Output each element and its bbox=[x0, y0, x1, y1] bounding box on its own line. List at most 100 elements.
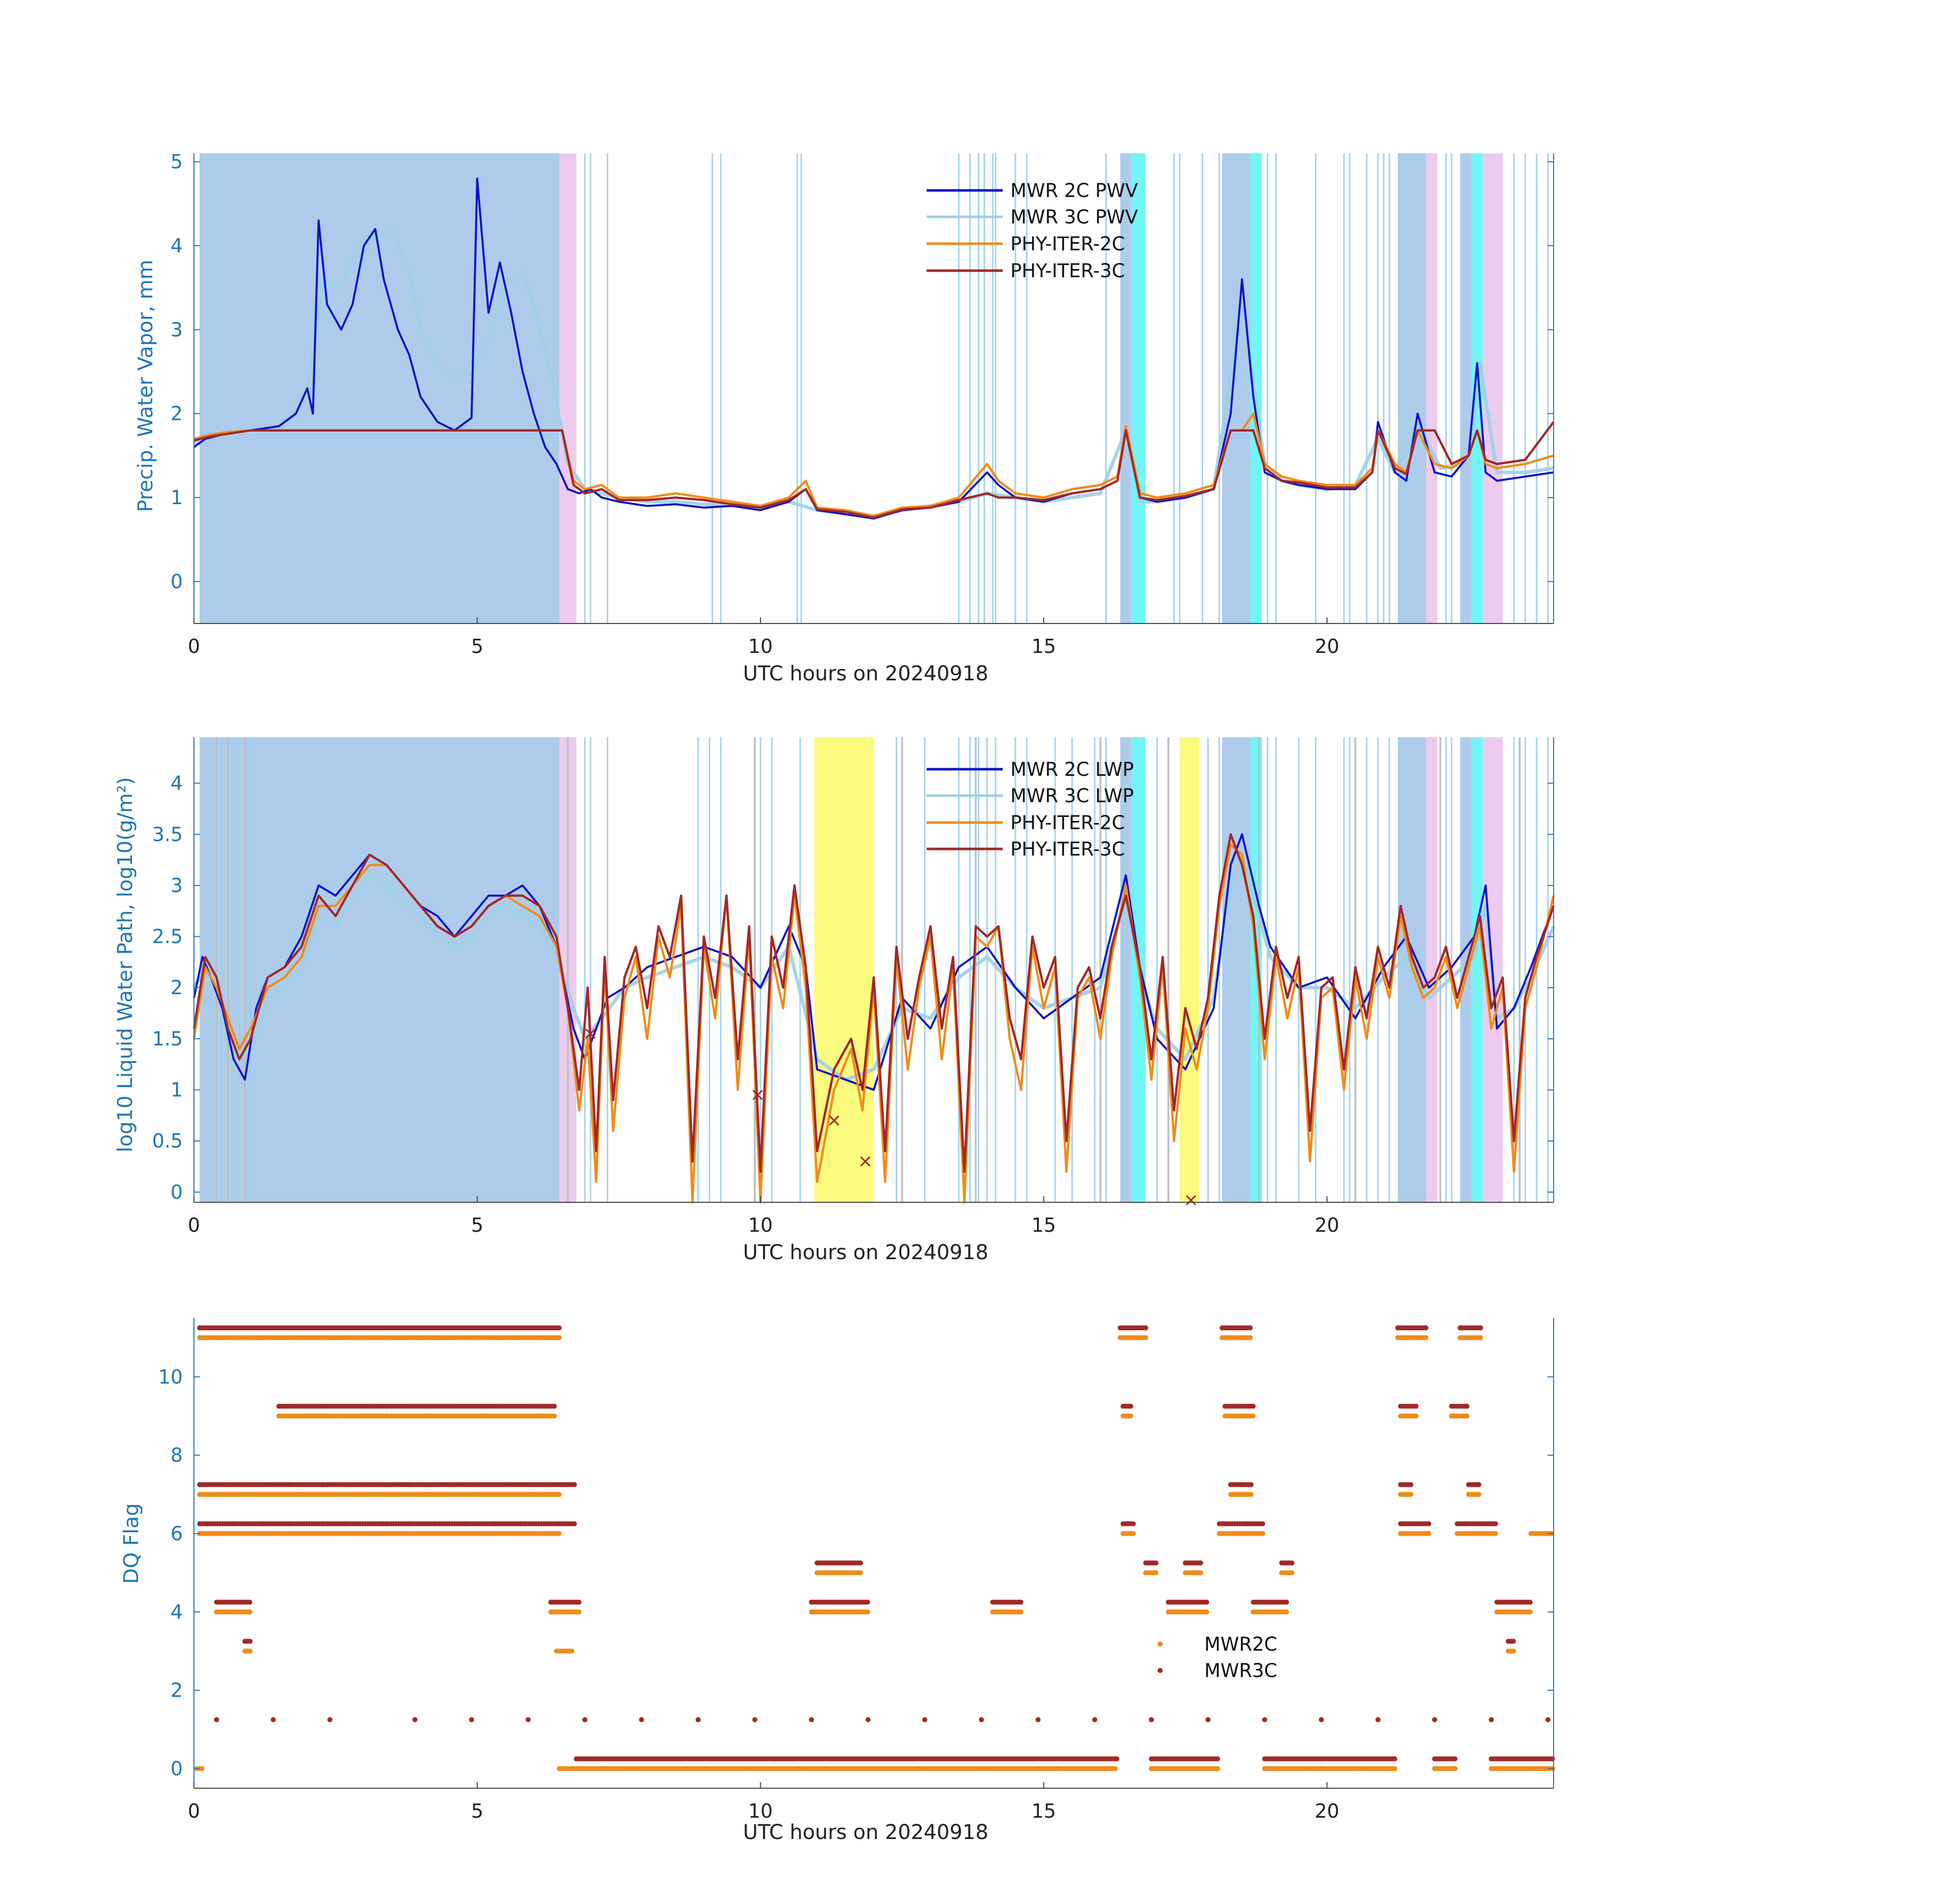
lwp-legend: MWR 2C LWP MWR 3C LWP PHY-ITER-2C PHY-IT… bbox=[927, 759, 1134, 860]
pwv-y-tick-label: 3 bbox=[171, 318, 183, 341]
pwv-y-axis-label: Precip. Water Vapor, mm bbox=[134, 260, 157, 512]
lwp-y-tick-label: 0 bbox=[171, 1181, 183, 1203]
lwp-legend-label-phy3c: PHY-ITER-3C bbox=[1010, 838, 1125, 860]
lwp-x-marker bbox=[585, 1028, 596, 1039]
dqflag-point-flag3c bbox=[1247, 1325, 1253, 1331]
pwv-legend-label-mwr2c: MWR 2C PWV bbox=[1010, 180, 1138, 202]
pwv-shade-band-pink bbox=[1483, 153, 1503, 623]
lwp-y-tick-label: 4 bbox=[171, 772, 183, 795]
dqflag-point-flag3c bbox=[1289, 1560, 1295, 1566]
dqflag-point-flag3c bbox=[1143, 1325, 1148, 1331]
dqflag-point-flag3c bbox=[1392, 1756, 1397, 1762]
pwv-legend-item-mwr3c: MWR 3C PWV bbox=[927, 206, 1138, 228]
lwp-x-tick-label: 15 bbox=[1032, 1214, 1056, 1236]
lwp-series-phy3c bbox=[192, 833, 1555, 1173]
pwv-x-tick-label: 10 bbox=[748, 635, 773, 658]
dqflag-ticks: 0 5 10 15 20 0 2 4 6 8 10 bbox=[158, 1366, 1554, 1822]
dqflag-point-flag3c bbox=[1476, 1482, 1482, 1487]
pwv-x-tick-label: 15 bbox=[1032, 635, 1056, 658]
dqflag-point-flag2c bbox=[1215, 1766, 1221, 1771]
pwv-legend-item-phy3c: PHY-ITER-3C bbox=[927, 260, 1125, 282]
dqflag-point-flag2c bbox=[1476, 1492, 1482, 1497]
pwv-y-tick-label: 1 bbox=[171, 486, 183, 509]
dqflag-point-flag3c bbox=[214, 1717, 219, 1722]
dqflag-series-flag3c bbox=[197, 1325, 1555, 1762]
lwp-legend-item-mwr3c: MWR 3C LWP bbox=[927, 785, 1134, 807]
pwv-series-phy3c bbox=[193, 421, 1555, 519]
dqflag-point-flag3c bbox=[469, 1717, 474, 1722]
lwp-x-marker-stroke bbox=[860, 1156, 871, 1167]
dqflag-point-flag3c bbox=[1260, 1521, 1265, 1527]
dqflag-point-flag2c bbox=[858, 1570, 863, 1575]
pwv-legend-label-mwr3c: MWR 3C PWV bbox=[1010, 206, 1138, 228]
dqflag-legend: MWR2C MWR3C bbox=[1158, 1633, 1277, 1682]
dqflag-point-flag3c bbox=[572, 1521, 577, 1527]
pwv-shade-band-blue bbox=[1398, 153, 1426, 623]
pwv-shade-band-pink bbox=[559, 153, 577, 623]
dqflag-point-flag3c bbox=[1148, 1717, 1154, 1722]
pwv-shade-band-blue bbox=[200, 153, 559, 623]
lwp-y-tick-label: 2.5 bbox=[152, 926, 183, 948]
dqflag-point-flag3c bbox=[1432, 1717, 1437, 1722]
lwp-shade-band-blue bbox=[1120, 737, 1132, 1202]
dqflag-point-flag2c bbox=[1143, 1335, 1148, 1340]
dqflag-point-flag2c bbox=[1198, 1570, 1203, 1575]
lwp-y-axis-label: log10 Liquid Water Path, log10(g/m²) bbox=[114, 777, 137, 1152]
lwp-panel: 0 5 10 15 20 0 0.5 1 1.5 2 2.5 3 3.5 4 UTC hours on 2… bbox=[114, 737, 1556, 1264]
pwv-shade-band-blue bbox=[1460, 153, 1472, 623]
pwv-y-tick-label: 5 bbox=[171, 151, 183, 173]
lwp-shade-band-blue bbox=[1222, 737, 1251, 1202]
dqflag-point-flag2c bbox=[1493, 1531, 1498, 1536]
dq-x-tick-label: 20 bbox=[1314, 1800, 1339, 1822]
dqflag-point-flag3c bbox=[1114, 1756, 1120, 1762]
lwp-y-tick-label: 1 bbox=[171, 1079, 183, 1101]
dqflag-point-flag2c bbox=[576, 1609, 582, 1615]
lwp-legend-item-mwr2c: MWR 2C LWP bbox=[927, 759, 1134, 780]
lwp-legend-label-mwr3c: MWR 3C LWP bbox=[1010, 785, 1134, 807]
dqflag-point-flag3c bbox=[271, 1717, 276, 1722]
dqflag-point-flag3c bbox=[979, 1717, 984, 1722]
lwp-x-tick-label: 0 bbox=[188, 1214, 200, 1236]
dqflag-point-flag3c bbox=[576, 1599, 582, 1605]
dqflag-point-flag3c bbox=[1205, 1717, 1211, 1722]
dqflag-point-flag2c bbox=[556, 1531, 562, 1536]
lwp-legend-item-phy3c: PHY-ITER-3C bbox=[927, 838, 1125, 860]
dqflag-legend-marker-mwr2c bbox=[1158, 1642, 1163, 1647]
dqflag-point-flag2c bbox=[569, 1648, 575, 1654]
lwp-x-marker bbox=[860, 1156, 871, 1167]
dqflag-point-flag3c bbox=[1204, 1599, 1209, 1605]
dqflag-point-flag2c bbox=[1426, 1531, 1431, 1536]
dqflag-point-flag2c bbox=[1128, 1413, 1133, 1419]
dqflag-point-flag3c bbox=[1413, 1403, 1419, 1409]
dqflag-point-flag3c bbox=[582, 1717, 587, 1722]
dqflag-point-flag3c bbox=[247, 1638, 253, 1644]
lwp-x-tick-label: 10 bbox=[748, 1214, 773, 1236]
dqflag-point-flag2c bbox=[1204, 1609, 1209, 1615]
dqflag-point-flag3c bbox=[858, 1560, 863, 1566]
pwv-legend-item-phy2c: PHY-ITER-2C bbox=[927, 233, 1125, 255]
dqflag-point-flag3c bbox=[1510, 1638, 1516, 1644]
dqflag-point-flag3c bbox=[1018, 1599, 1024, 1605]
dqflag-point-flag3c bbox=[1283, 1599, 1289, 1605]
dqflag-point-flag3c bbox=[551, 1403, 557, 1409]
lwp-y-tick-label: 1.5 bbox=[152, 1028, 183, 1050]
dqflag-point-flag2c bbox=[1478, 1335, 1484, 1340]
dqflag-point-flag2c bbox=[1392, 1766, 1397, 1771]
pwv-legend-label-phy2c: PHY-ITER-2C bbox=[1010, 233, 1125, 255]
dq-y-tick-label: 10 bbox=[158, 1366, 183, 1388]
lwp-x-marker-stroke bbox=[752, 1090, 763, 1100]
lwp-x-marker-stroke bbox=[585, 1028, 596, 1039]
dqflag-point-flag2c bbox=[1289, 1570, 1295, 1575]
dqflag-point-flag3c bbox=[1426, 1521, 1431, 1527]
dqflag-point-flag3c bbox=[525, 1717, 531, 1722]
dqflag-point-flag3c bbox=[1128, 1403, 1133, 1409]
dq-y-tick-label: 8 bbox=[171, 1444, 183, 1466]
dq-y-tick-label: 2 bbox=[171, 1679, 183, 1701]
dqflag-point-flag2c bbox=[1510, 1648, 1516, 1654]
dqflag-point-flag3c bbox=[1262, 1717, 1267, 1722]
dqflag-point-flag2c bbox=[1464, 1413, 1470, 1419]
dqflag-point-flag3c bbox=[572, 1482, 577, 1487]
dqflag-point-flag3c bbox=[1248, 1482, 1254, 1487]
lwp-y-tick-label: 0.5 bbox=[152, 1130, 183, 1152]
pwv-x-tick-label: 0 bbox=[188, 635, 200, 658]
